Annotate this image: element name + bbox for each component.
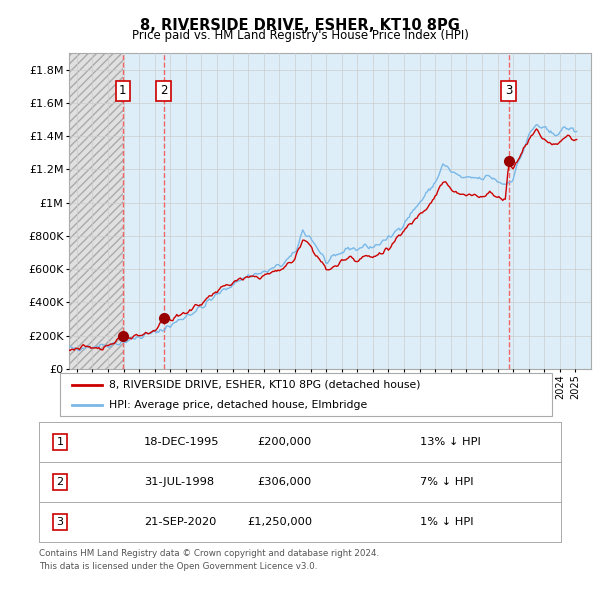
- Text: 1: 1: [56, 437, 64, 447]
- Bar: [69, 53, 123, 369]
- Text: 31-JUL-1998: 31-JUL-1998: [144, 477, 214, 487]
- Text: 2: 2: [160, 84, 167, 97]
- Bar: [509, 53, 591, 369]
- Text: £200,000: £200,000: [258, 437, 312, 447]
- Bar: [123, 53, 509, 369]
- Text: Price paid vs. HM Land Registry's House Price Index (HPI): Price paid vs. HM Land Registry's House …: [131, 30, 469, 42]
- Text: 8, RIVERSIDE DRIVE, ESHER, KT10 8PG: 8, RIVERSIDE DRIVE, ESHER, KT10 8PG: [140, 18, 460, 32]
- Text: 3: 3: [505, 84, 512, 97]
- Text: £1,250,000: £1,250,000: [247, 517, 312, 527]
- Text: 1% ↓ HPI: 1% ↓ HPI: [420, 517, 473, 527]
- Text: 7% ↓ HPI: 7% ↓ HPI: [420, 477, 473, 487]
- Text: 3: 3: [56, 517, 64, 527]
- Text: This data is licensed under the Open Government Licence v3.0.: This data is licensed under the Open Gov…: [39, 562, 317, 571]
- Text: HPI: Average price, detached house, Elmbridge: HPI: Average price, detached house, Elmb…: [109, 401, 367, 410]
- Text: 2: 2: [56, 477, 64, 487]
- Text: £306,000: £306,000: [258, 477, 312, 487]
- Text: 21-SEP-2020: 21-SEP-2020: [144, 517, 217, 527]
- Text: 1: 1: [119, 84, 127, 97]
- Text: 18-DEC-1995: 18-DEC-1995: [144, 437, 220, 447]
- Text: 13% ↓ HPI: 13% ↓ HPI: [420, 437, 481, 447]
- Text: Contains HM Land Registry data © Crown copyright and database right 2024.: Contains HM Land Registry data © Crown c…: [39, 549, 379, 558]
- Text: 8, RIVERSIDE DRIVE, ESHER, KT10 8PG (detached house): 8, RIVERSIDE DRIVE, ESHER, KT10 8PG (det…: [109, 380, 421, 390]
- FancyBboxPatch shape: [60, 373, 552, 416]
